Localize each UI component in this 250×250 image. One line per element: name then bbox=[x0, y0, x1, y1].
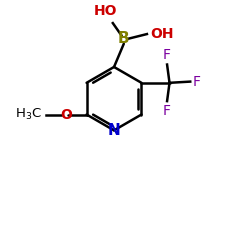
Text: OH: OH bbox=[150, 27, 174, 41]
Text: H$_3$C: H$_3$C bbox=[14, 107, 42, 122]
Text: N: N bbox=[108, 123, 120, 138]
Text: F: F bbox=[163, 104, 171, 118]
Text: O: O bbox=[60, 108, 72, 122]
Text: B: B bbox=[118, 32, 130, 46]
Text: F: F bbox=[193, 74, 201, 88]
Text: HO: HO bbox=[94, 4, 117, 18]
Text: F: F bbox=[163, 48, 171, 62]
